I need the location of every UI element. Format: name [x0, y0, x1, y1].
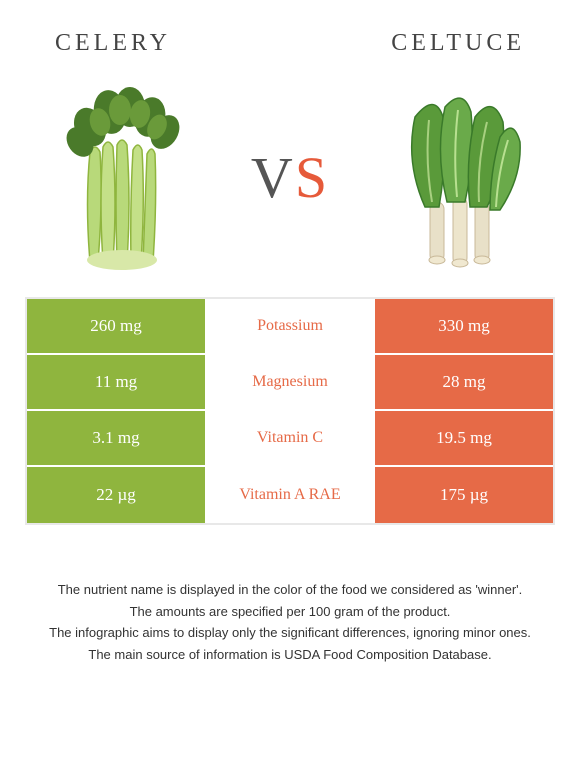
- note-line: The amounts are specified per 100 gram o…: [30, 602, 550, 622]
- nutrient-label: Potassium: [205, 299, 375, 353]
- note-line: The main source of information is USDA F…: [30, 645, 550, 665]
- left-value: 3.1 mg: [27, 411, 205, 465]
- images-row: VS: [25, 82, 555, 272]
- header-row: Celery Celtuce: [25, 30, 555, 57]
- left-value: 11 mg: [27, 355, 205, 409]
- right-title: Celtuce: [391, 30, 525, 57]
- right-value: 19.5 mg: [375, 411, 553, 465]
- left-value: 22 µg: [27, 467, 205, 523]
- nutrient-label: Vitamin A RAE: [205, 467, 375, 523]
- note-line: The infographic aims to display only the…: [30, 623, 550, 643]
- note-line: The nutrient name is displayed in the co…: [30, 580, 550, 600]
- nutrient-row: 3.1 mgVitamin C19.5 mg: [27, 411, 553, 467]
- infographic-container: Celery Celtuce: [0, 0, 580, 686]
- vs-s: S: [295, 145, 329, 210]
- footer-notes: The nutrient name is displayed in the co…: [25, 580, 555, 664]
- nutrient-row: 260 mgPotassium330 mg: [27, 299, 553, 355]
- left-value: 260 mg: [27, 299, 205, 353]
- celtuce-image: [375, 82, 545, 272]
- celery-image: [35, 82, 205, 272]
- vs-label: VS: [251, 144, 329, 211]
- nutrient-row: 22 µgVitamin A RAE175 µg: [27, 467, 553, 523]
- nutrient-label: Vitamin C: [205, 411, 375, 465]
- right-value: 175 µg: [375, 467, 553, 523]
- right-value: 28 mg: [375, 355, 553, 409]
- nutrient-label: Magnesium: [205, 355, 375, 409]
- nutrient-table: 260 mgPotassium330 mg11 mgMagnesium28 mg…: [25, 297, 555, 525]
- right-value: 330 mg: [375, 299, 553, 353]
- left-title: Celery: [55, 30, 171, 57]
- vs-v: V: [251, 145, 295, 210]
- nutrient-row: 11 mgMagnesium28 mg: [27, 355, 553, 411]
